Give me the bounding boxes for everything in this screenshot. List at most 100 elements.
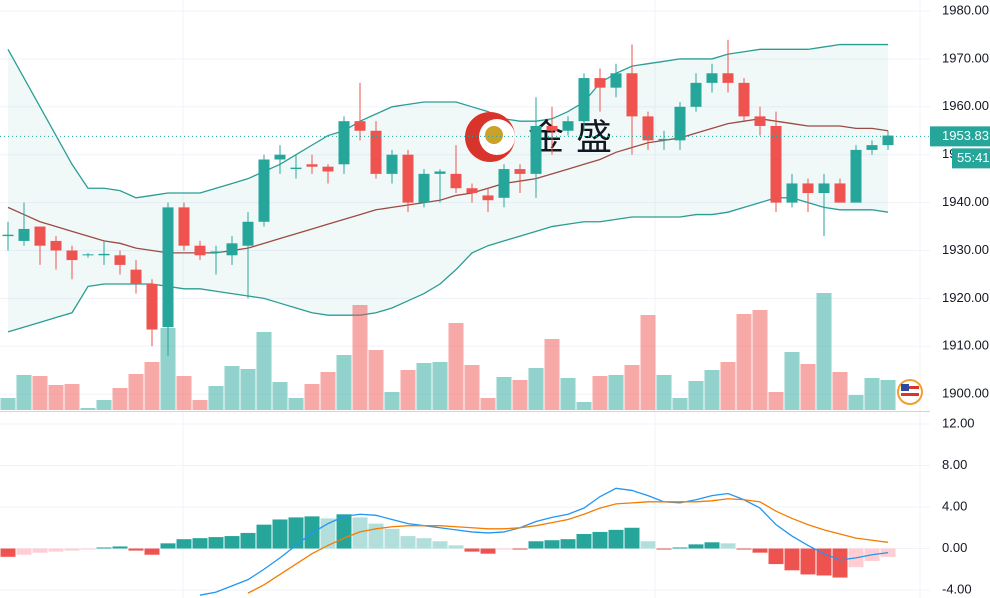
- candle-body: [210, 251, 222, 253]
- candle-body: [514, 169, 526, 174]
- candle-body: [178, 207, 190, 246]
- macd-histogram-bar: [752, 548, 768, 553]
- volume-bar: [48, 385, 64, 410]
- candle-body: [722, 73, 734, 83]
- candle-body: [466, 188, 478, 194]
- volume-bar: [672, 398, 688, 410]
- candle-body: [658, 138, 670, 141]
- candle-body: [498, 169, 510, 198]
- macd-histogram-bar: [672, 547, 688, 549]
- candle-body: [850, 149, 862, 203]
- candle-body: [194, 245, 206, 256]
- macd-histogram-bar: [544, 540, 560, 549]
- candle-body: [578, 78, 590, 122]
- macd-histogram-bar: [192, 538, 208, 549]
- volume-bar: [880, 380, 896, 410]
- volume-bar: [848, 395, 864, 410]
- volume-bar: [112, 388, 128, 410]
- macd-histogram-bar: [240, 532, 256, 549]
- volume: [0, 293, 896, 410]
- candles: [0, 39, 930, 356]
- watermark-text: 金盛: [528, 117, 624, 158]
- candle-body: [370, 130, 382, 174]
- candle-body: [818, 183, 830, 194]
- flag-circle: [897, 379, 923, 405]
- macd-histogram-bar: [720, 543, 736, 549]
- macd-pane: [0, 487, 896, 596]
- volume-bar: [64, 384, 80, 410]
- macd-tick-label: 0.00: [942, 540, 967, 555]
- volume-bar: [96, 400, 112, 410]
- candle-body: [738, 82, 750, 117]
- candle-body: [114, 255, 126, 265]
- macd-histogram-bar: [496, 548, 512, 550]
- macd-histogram-bar: [352, 517, 368, 549]
- flag-icon: [897, 379, 923, 405]
- macd-histogram-bar: [16, 548, 32, 555]
- macd-histogram-bar: [80, 548, 96, 550]
- countdown-label: 55:41: [957, 150, 990, 165]
- volume-bar: [288, 398, 304, 410]
- macd-histogram-bar: [592, 531, 608, 549]
- volume-bar: [352, 305, 368, 410]
- macd-histogram-bar: [576, 533, 592, 549]
- candle-body: [338, 121, 350, 165]
- countdown-box: [952, 148, 990, 169]
- macd-histogram-bar: [288, 517, 304, 549]
- band-upper: [7, 43, 888, 199]
- macd-histogram-bar: [144, 548, 160, 555]
- macd-histogram-bar: [800, 548, 816, 575]
- volume-bar: [320, 372, 336, 410]
- volume-bar: [624, 365, 640, 410]
- macd-histogram-bar: [208, 537, 224, 549]
- macd-histogram-bar: [112, 546, 128, 549]
- volume-bar: [176, 376, 192, 410]
- y-tick-label: 1900.00: [942, 386, 989, 401]
- candle-body: [626, 73, 638, 117]
- volume-bar: [528, 368, 544, 410]
- macd-histogram-bar: [688, 544, 704, 549]
- candle-body: [690, 82, 702, 107]
- candle-body: [434, 171, 446, 174]
- candle-body: [98, 253, 110, 256]
- candle-body: [530, 125, 542, 174]
- flag-stripe: [901, 393, 919, 396]
- candle-body: [786, 183, 798, 203]
- last-price-box: [930, 126, 990, 147]
- volume-bar: [400, 370, 416, 410]
- macd-histogram-bar: [48, 548, 64, 552]
- volume-bar: [192, 400, 208, 410]
- volume-bar: [368, 350, 384, 410]
- y-tick-label: 1910.00: [942, 338, 989, 353]
- macd-histogram-bar: [480, 548, 496, 554]
- candle-body: [50, 240, 62, 251]
- candle-body: [802, 183, 814, 194]
- candle-body: [754, 116, 766, 126]
- candle-body: [354, 121, 366, 131]
- band-middle: [7, 118, 889, 254]
- macd-histogram-bar: [64, 548, 80, 551]
- price-axis: [930, 0, 990, 598]
- macd-histogram-bar: [368, 523, 384, 549]
- macd-histogram-bar: [528, 541, 544, 549]
- macd-histogram-bar: [400, 536, 416, 549]
- candle-body: [674, 106, 686, 141]
- macd-tick-label: 4.00: [942, 498, 967, 513]
- candle-body: [66, 250, 78, 261]
- volume-bar: [592, 376, 608, 410]
- volume-bar: [224, 366, 240, 410]
- macd-histogram-bar: [832, 548, 848, 578]
- macd-histogram-bar: [448, 545, 464, 549]
- y-tick-label: 1920.00: [942, 290, 989, 305]
- volume-bar: [384, 392, 400, 410]
- volume-bar: [720, 362, 736, 410]
- macd-histogram-bar: [464, 548, 480, 552]
- logo-dot: [485, 126, 503, 144]
- candle-body: [274, 154, 286, 160]
- flag-stripe: [901, 386, 919, 389]
- volume-bar: [512, 380, 528, 410]
- candle-body: [402, 154, 414, 203]
- macd-histogram-bar: [432, 541, 448, 549]
- y-tick-label: 1930.00: [942, 242, 989, 257]
